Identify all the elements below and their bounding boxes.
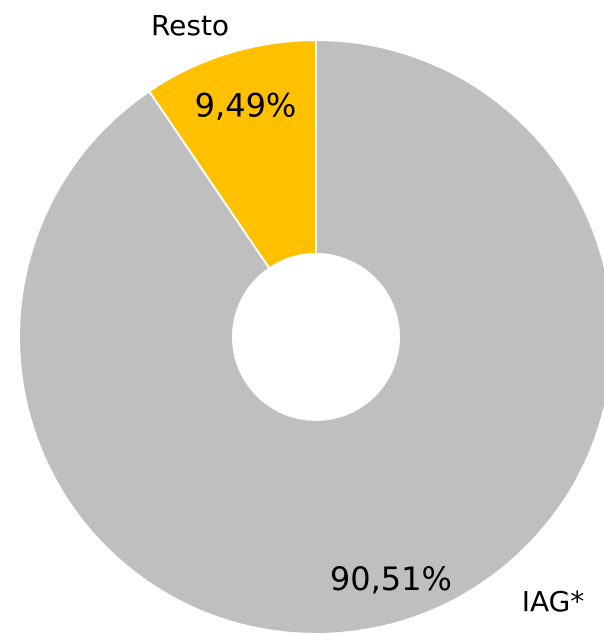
value-label: 9,49% (195, 87, 297, 125)
category-label: IAG* (522, 585, 585, 618)
donut-slice (18, 38, 604, 635)
value-label: 90,51% (330, 560, 452, 598)
category-label: Resto (151, 9, 229, 42)
donut-slice (147, 38, 317, 270)
